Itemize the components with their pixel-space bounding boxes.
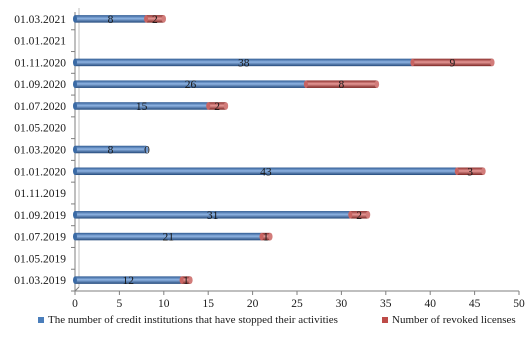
y-tick-label: 01.11.2020 [15, 57, 67, 69]
legend-swatch-revoked [382, 317, 388, 323]
bar-revoked-licenses [146, 15, 164, 23]
data-label-revoked: 2 [214, 101, 220, 113]
bar-stopped-activities [75, 167, 457, 176]
x-tick-label: 20 [247, 298, 259, 310]
bar-stopped-activities [75, 276, 182, 284]
x-tick-label: 10 [158, 298, 170, 310]
legend-swatch-stopped [38, 317, 44, 323]
bar-cap-left [73, 276, 77, 284]
bar-cap-right [143, 145, 149, 154]
bar-cap-left [73, 232, 77, 241]
x-tick-label: 0 [72, 298, 78, 310]
bar-cap-right [223, 102, 229, 110]
bar-cap-left [73, 167, 77, 176]
x-tick-label: 35 [380, 298, 392, 310]
bar-revoked-licenses [208, 102, 226, 110]
x-tick-label: 5 [117, 298, 123, 310]
legend-label-revoked: Number of revoked licenses [392, 314, 516, 326]
bar-revoked-licenses [305, 80, 377, 88]
y-tick-label: 01.07.2020 [14, 101, 66, 113]
x-tick-label: 15 [202, 298, 214, 310]
data-labels: 12 121 131 243 38 015 226 838 98 2 [108, 14, 474, 287]
x-tick-label: 25 [291, 298, 303, 310]
data-label-revoked: 3 [467, 166, 473, 178]
bar-cap-right [374, 80, 380, 88]
bar-stopped-activities [75, 211, 351, 219]
data-label-revoked: 1 [263, 232, 269, 244]
bar-segment-joint [454, 167, 459, 176]
data-label-stopped: 43 [260, 166, 272, 178]
bar-revoked-licenses [181, 276, 191, 284]
bar-cap-right [481, 167, 486, 176]
bar-cap-right [365, 211, 371, 219]
bar-cap-left [73, 102, 77, 110]
data-label-revoked: 2 [356, 210, 362, 222]
data-label-stopped: 21 [162, 232, 174, 244]
bar-cap-right [188, 276, 193, 284]
bar-stopped-activities [75, 102, 209, 110]
bar-cap-right [490, 58, 495, 67]
bar-cap-left [73, 58, 77, 67]
x-tick-label: 30 [336, 298, 348, 310]
data-label-revoked: 1 [183, 275, 189, 287]
y-tick-label: 01.05.2020 [14, 123, 66, 135]
bar-stopped-activities [75, 232, 262, 241]
data-label-stopped: 38 [238, 57, 250, 69]
bar-stopped-activities [75, 58, 413, 67]
axes: 01.03.2019 01.05.2019 01.07.2019 01.09.2019… [14, 8, 525, 310]
x-tick-label: 45 [469, 298, 481, 310]
bar-segment-joint [348, 211, 353, 219]
axis-depth-corner [74, 286, 80, 292]
y-tick-label: 01.07.2019 [14, 232, 66, 244]
bar-stopped-activities [75, 15, 147, 23]
data-label-stopped: 31 [207, 210, 219, 222]
legend-label-stopped: The number of credit institutions that h… [48, 314, 338, 326]
bar-segment-joint [259, 232, 264, 241]
y-tick-label: 01.03.2019 [14, 275, 66, 287]
y-tick-label: 01.03.2020 [14, 145, 66, 157]
bar-stopped-activities [75, 145, 147, 154]
bar-stopped-activities [75, 80, 306, 88]
y-tick-label: 01.01.2020 [14, 166, 66, 178]
bar-cap-left [73, 15, 77, 23]
data-label-revoked: 9 [450, 57, 456, 69]
bar-segment-joint [206, 102, 211, 110]
bar-segment-joint [179, 276, 184, 284]
y-tick-label: 01.09.2020 [14, 79, 66, 91]
data-label-stopped: 8 [108, 14, 114, 26]
bar-cap-right [161, 15, 166, 23]
data-label-stopped: 12 [123, 275, 135, 287]
bar-cap-left [73, 145, 77, 154]
y-tick-label: 01.11.2019 [15, 188, 67, 200]
bar-cap-left [73, 80, 77, 88]
bar-revoked-licenses [261, 232, 271, 241]
bar-cap-right [268, 232, 273, 241]
data-label-stopped: 15 [136, 101, 148, 113]
bar-revoked-licenses [456, 167, 484, 176]
bar-segment-joint [410, 58, 415, 67]
bar-cap-left [73, 211, 77, 219]
data-label-revoked: 0 [144, 145, 150, 157]
y-tick-label: 01.09.2019 [14, 210, 66, 222]
y-tick-label: 01.03.2021 [14, 14, 66, 26]
bar-segment-joint [303, 80, 308, 88]
data-label-revoked: 8 [339, 79, 345, 91]
legend: The number of credit institutions that h… [38, 314, 516, 326]
bars [73, 15, 495, 284]
bar-revoked-licenses [412, 58, 493, 67]
y-tick-label: 01.01.2021 [14, 36, 66, 48]
bar-segment-joint [144, 15, 149, 23]
data-label-stopped: 8 [108, 145, 114, 157]
bar-revoked-licenses [350, 211, 369, 219]
data-label-stopped: 26 [185, 79, 197, 91]
x-tick-label: 40 [424, 298, 436, 310]
x-tick-label: 50 [513, 298, 525, 310]
y-tick-label: 01.05.2019 [14, 253, 66, 265]
data-label-revoked: 2 [152, 14, 158, 26]
